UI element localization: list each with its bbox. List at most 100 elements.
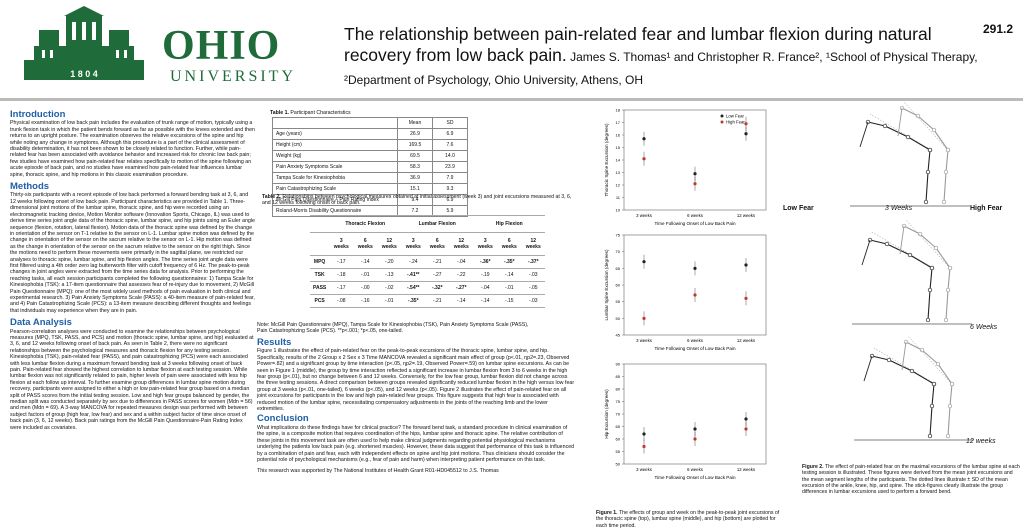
low-fear-arm — [863, 355, 873, 382]
table2-cell: -.03 — [521, 294, 546, 308]
joint-marker — [905, 134, 911, 140]
table2-week-header: 6 weeks — [425, 232, 450, 256]
joint-marker — [884, 241, 890, 247]
y-tick-label: 12 — [616, 183, 621, 188]
table2-week-header: 3 weeks — [329, 232, 354, 256]
table1-row: Roland-Morris Disability Questionnaire 7.… — [272, 205, 468, 218]
y-tick-label: 55 — [616, 299, 621, 304]
results-heading: Results — [257, 337, 292, 348]
sd-line — [903, 102, 947, 149]
table2-cell: -.37* — [521, 255, 546, 269]
y-axis-label: Thoracic Spine Excursion (degrees) — [604, 123, 609, 196]
table1-caption: Table 1. Participant Characteristics — [270, 110, 351, 116]
high-fear-spine — [921, 349, 939, 365]
joint-marker — [941, 199, 947, 205]
sd-line — [905, 219, 949, 267]
methods-heading: Methods — [10, 181, 50, 193]
table2-row-label: PASS — [310, 281, 330, 295]
data-point-low-fear — [642, 137, 646, 141]
table2-cell: -.21 — [425, 255, 450, 269]
low-fear-leg — [929, 405, 933, 437]
high-fear-leg — [943, 171, 947, 203]
high-fear-leg — [945, 149, 949, 173]
joint-marker — [945, 147, 951, 153]
intro-text: Physical examination of low back pain in… — [10, 120, 255, 178]
data-point-low-fear — [744, 132, 748, 136]
authors: James S. Thomas¹ and Christopher R. Fran… — [344, 50, 978, 87]
joint-marker — [915, 113, 921, 119]
data-point-low-fear — [693, 427, 697, 431]
x-tick-label: 12 weeks — [737, 213, 755, 218]
results-text: Figure 1 illustrates the effect of pain-… — [257, 348, 575, 413]
y-tick-label: 70 — [616, 249, 621, 254]
table1-cell: 58.3 — [397, 161, 433, 174]
table2-cell: -.54** — [401, 281, 426, 295]
panel-label-3w: 3 Weeks — [885, 205, 913, 212]
x-axis-label: Time Following Onset of Low Back Pain — [654, 221, 735, 226]
y-tick-label: 16 — [616, 133, 621, 138]
intro-heading: Introduction — [10, 109, 66, 120]
data-point-low-fear — [642, 432, 646, 436]
figure2-caption: Figure 2. The effect of pain-related fea… — [802, 464, 1020, 496]
table1-cell: 36.9 — [397, 172, 433, 185]
university-logo: 1 8 0 4 OHIO UNIVERSITY — [4, 6, 304, 88]
table2-cell: -.20 — [377, 255, 402, 269]
y-tick-label: 55 — [616, 449, 621, 454]
high-fear-label: High Fear — [970, 205, 1003, 212]
joint-marker — [909, 368, 915, 374]
table2-cell: -.05 — [521, 281, 546, 295]
funding-text: This research was supported by The Natio… — [257, 468, 499, 475]
table2-group-header: Thoracic Flexion — [329, 215, 402, 233]
figure2-stick-figures — [850, 102, 974, 441]
joint-marker — [933, 245, 939, 251]
table1-row: Weight (kg) 69.5 14.0 — [272, 150, 468, 163]
x-tick-label: 6 weeks — [687, 467, 703, 472]
table2-cell: -.35* — [497, 255, 522, 269]
table2-week-header: 12 weeks — [377, 232, 402, 256]
table2-row-label: MPQ — [310, 255, 330, 269]
joint-marker — [925, 317, 931, 323]
table2-row-label: PCS — [310, 294, 330, 308]
table2-cell: -.35* — [401, 294, 426, 308]
high-fear-arm — [897, 107, 903, 137]
y-tick-label: 80 — [616, 387, 621, 392]
y-tick-label: 75 — [616, 399, 621, 404]
table2-cell: -.04 — [473, 281, 498, 295]
x-axis-label: Time Following Onset of Low Back Pain — [654, 475, 735, 480]
poster-title: The relationship between pain-related fe… — [344, 24, 984, 91]
y-tick-label: 17 — [616, 120, 621, 125]
table2-row: PCS -.08 -.16 -.01 -.35* -.21 -.14 -.14 -.15 -.03 — [310, 294, 546, 308]
table2-cell: -.00 — [353, 281, 378, 295]
legend-marker — [720, 120, 724, 124]
table2-cell: -.36* — [473, 255, 498, 269]
table2-cell: -.14 — [449, 294, 474, 308]
table1-cell: 7.9 — [432, 172, 468, 185]
data-point-low-fear — [693, 172, 697, 176]
joint-marker — [907, 252, 913, 258]
data-point-high-fear — [744, 427, 748, 431]
table2-cell: -.22 — [449, 268, 474, 282]
low-fear-leg — [929, 267, 933, 291]
figure1-caption: Figure 1. The effects of group and week … — [596, 510, 780, 529]
data-point-low-fear — [642, 260, 646, 264]
methods-text: Thirty-six participants with a recent ep… — [10, 192, 255, 314]
low-fear-leg — [931, 383, 935, 407]
joint-marker — [923, 199, 929, 205]
low-fear-spine — [871, 355, 890, 361]
data-point-low-fear — [744, 417, 748, 421]
plot-frame — [623, 234, 767, 336]
table2-cell: -.16 — [353, 294, 378, 308]
y-tick-label: 13 — [616, 170, 621, 175]
y-axis-label: Hip Excursion (degrees) — [604, 389, 609, 439]
data-point-low-fear — [693, 266, 697, 270]
high-fear-spine — [937, 363, 953, 385]
low-fear-spine — [911, 370, 935, 385]
joint-marker — [925, 169, 931, 175]
y-tick-label: 65 — [616, 424, 621, 429]
joint-marker — [927, 147, 933, 153]
table2-cell: -.27 — [425, 268, 450, 282]
data-point-high-fear — [642, 316, 646, 320]
y-tick-label: 14 — [616, 158, 621, 163]
table1-row: Pain Anxiety Symptoms Scale 58.3 23.9 — [272, 161, 468, 174]
table2-cell: -.14 — [473, 294, 498, 308]
